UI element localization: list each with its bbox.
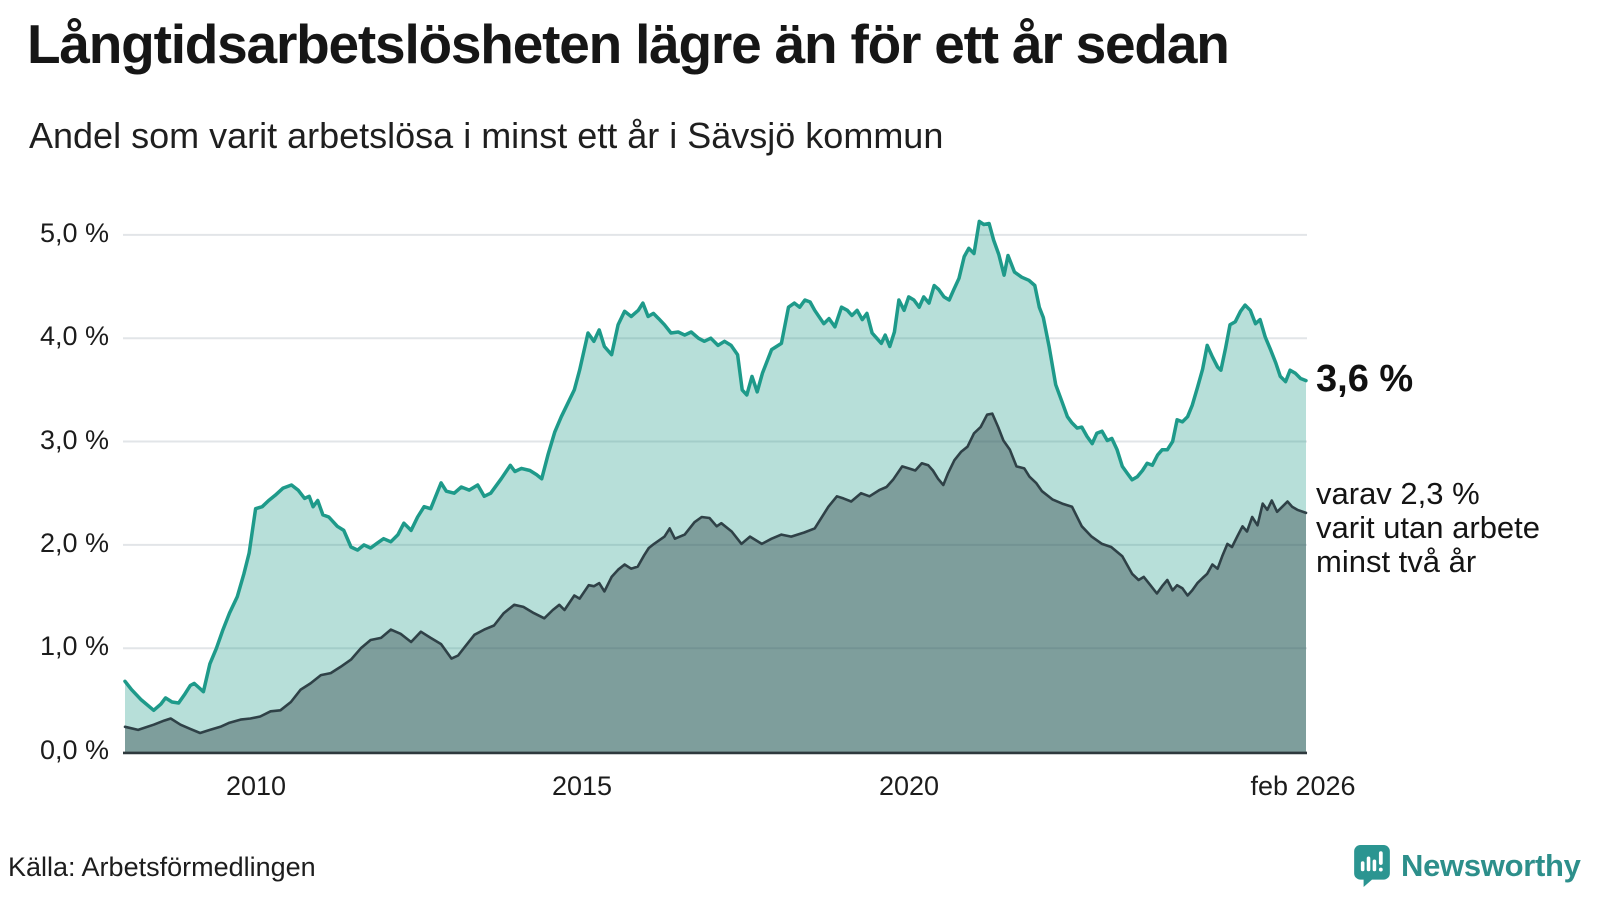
page-subtitle: Andel som varit arbetslösa i minst ett å… bbox=[29, 115, 944, 156]
y-axis-tick-3: 3,0 % bbox=[39, 425, 109, 455]
y-axis-tick-0: 0,0 % bbox=[39, 735, 109, 765]
y-axis-tick-1: 1,0 % bbox=[39, 631, 109, 661]
series2-end-label: varav 2,3 % varit utan arbete minst två … bbox=[1316, 477, 1540, 579]
series1-end-label: 3,6 % bbox=[1316, 358, 1414, 400]
series-min-tva-ar-area bbox=[125, 413, 1306, 753]
series-min-ett-ar-area bbox=[125, 221, 1306, 753]
source-attribution: Källa: Arbetsförmedlingen bbox=[8, 852, 316, 882]
page-title: Långtidsarbetslösheten lägre än för ett … bbox=[27, 13, 1230, 75]
y-axis-tick-2: 2,0 % bbox=[39, 528, 109, 558]
x-axis-tick-2015: 2015 bbox=[551, 771, 613, 801]
series2-end-label-line3: minst två år bbox=[1316, 544, 1477, 579]
series-min-tva-ar-line bbox=[123, 412, 1308, 735]
y-axis-tick-4: 4,0 % bbox=[39, 321, 109, 351]
newsworthy-logo-icon bbox=[1354, 845, 1390, 887]
series2-end-label-line2: varit utan arbete bbox=[1316, 510, 1541, 545]
brand-name: Newsworthy bbox=[1401, 848, 1581, 883]
series-min-ett-ar-line bbox=[123, 219, 1308, 713]
x-axis-tick-feb-2026: feb 2026 bbox=[1250, 771, 1356, 801]
x-axis-tick-2020: 2020 bbox=[878, 771, 940, 801]
series2-end-label-line1: varav 2,3 % bbox=[1316, 476, 1480, 511]
x-axis-tick-2010: 2010 bbox=[225, 771, 287, 801]
brand-lockup: Newsworthy bbox=[1354, 845, 1581, 887]
y-axis-tick-5: 5,0 % bbox=[39, 218, 109, 248]
